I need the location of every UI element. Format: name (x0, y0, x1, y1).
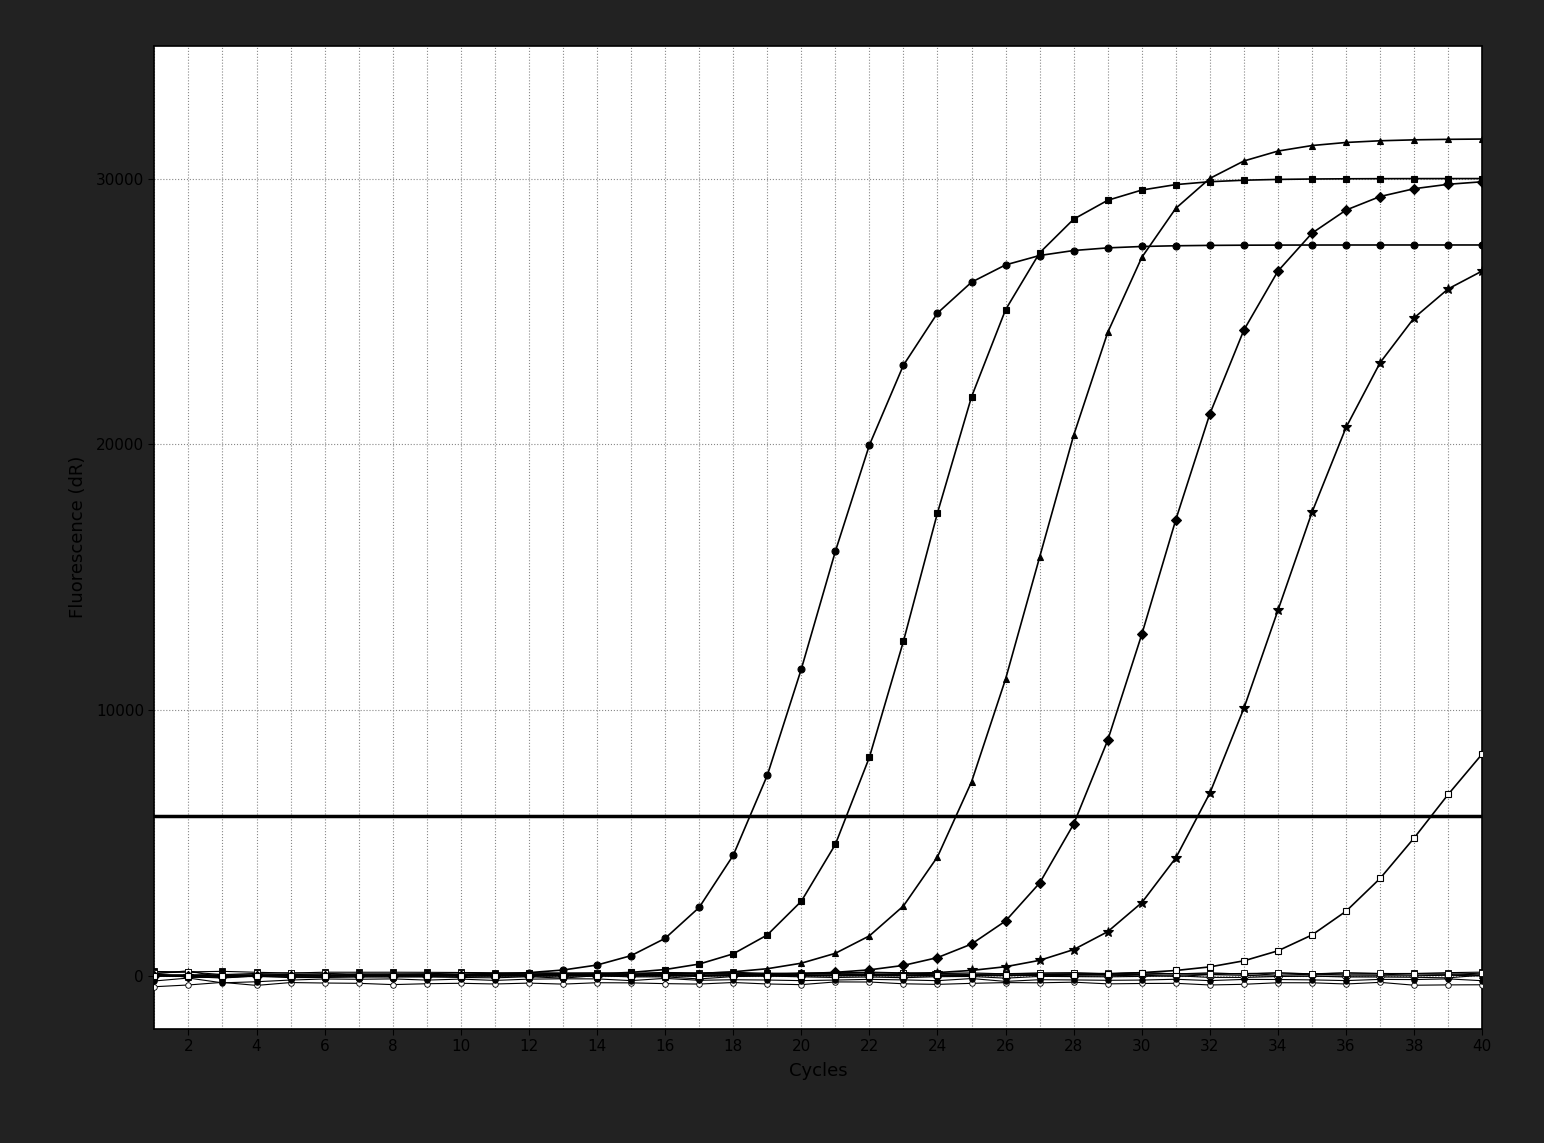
Y-axis label: Fluorescence (dR): Fluorescence (dR) (69, 456, 88, 618)
X-axis label: Cycles: Cycles (789, 1063, 848, 1080)
